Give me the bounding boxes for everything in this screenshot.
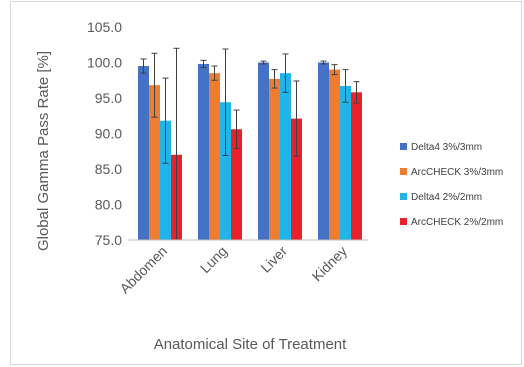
legend-item: Delta4 2%/2mm (400, 192, 482, 203)
legend-item: ArcCHECK 3%/3mm (400, 167, 503, 178)
error-bar (233, 109, 240, 149)
y-tick-label: 75.0 (95, 232, 122, 248)
bar (329, 69, 340, 240)
error-bar (320, 60, 327, 65)
x-category-label: Lung (197, 243, 230, 276)
legend-item: ArcCHECK 2%/2mm (400, 217, 503, 228)
y-axis-title: Global Gamma Pass Rate [%] (35, 51, 52, 251)
error-bar (162, 77, 169, 164)
bar (258, 62, 269, 240)
x-category-label: Kidney (309, 243, 351, 285)
legend-item: Delta4 3%/3mm (400, 142, 482, 153)
bar (269, 78, 280, 240)
legend-swatch (400, 218, 407, 225)
legend-label: Delta4 2%/2mm (411, 192, 482, 203)
error-bar (200, 59, 207, 68)
y-tick-label: 85.0 (95, 161, 122, 177)
bar (160, 120, 171, 240)
bar (209, 73, 220, 241)
error-bar (342, 69, 349, 103)
error-bar (282, 53, 289, 93)
x-axis-title: Anatomical Site of Treatment (154, 336, 347, 353)
bar (138, 66, 149, 240)
bar (149, 85, 160, 240)
legend: Delta4 3%/3mm ArcCHECK 3%/3mm Delta4 2%/2m… (400, 142, 503, 228)
bar (291, 118, 302, 240)
bar (318, 62, 329, 240)
y-tick-labels: 105.0 100.0 95.0 90.0 85.0 80.0 75.0 (87, 19, 122, 248)
bar (231, 129, 242, 240)
error-bar (260, 60, 267, 65)
y-tick-label: 100.0 (87, 55, 122, 71)
x-category-labels: Abdomen Lung Liver Kidney (116, 243, 350, 297)
y-tick-label: 95.0 (95, 90, 122, 106)
bars-layer (138, 62, 362, 241)
error-bar (140, 58, 147, 74)
legend-swatch (400, 143, 407, 150)
y-tick-label: 105.0 (87, 19, 122, 35)
error-bar (222, 48, 229, 157)
legend-label: ArcCHECK 2%/2mm (411, 217, 503, 228)
bar (198, 63, 209, 240)
error-bar (293, 80, 300, 157)
bar (220, 102, 231, 240)
error-bar (353, 81, 360, 104)
error-bar (271, 69, 278, 89)
error-bar (211, 65, 218, 81)
y-tick-label: 80.0 (95, 197, 122, 213)
x-category-label: Abdomen (116, 243, 170, 297)
legend-swatch (400, 168, 407, 175)
error-bars-layer (140, 47, 360, 241)
bar (351, 92, 362, 240)
x-category-label: Liver (257, 243, 290, 276)
legend-swatch (400, 193, 407, 200)
bar (340, 85, 351, 241)
legend-label: ArcCHECK 3%/3mm (411, 167, 503, 178)
legend-label: Delta4 3%/3mm (411, 142, 482, 153)
error-bar (331, 64, 338, 76)
error-bar (151, 52, 158, 118)
y-tick-label: 90.0 (95, 126, 122, 142)
bar (280, 73, 291, 241)
